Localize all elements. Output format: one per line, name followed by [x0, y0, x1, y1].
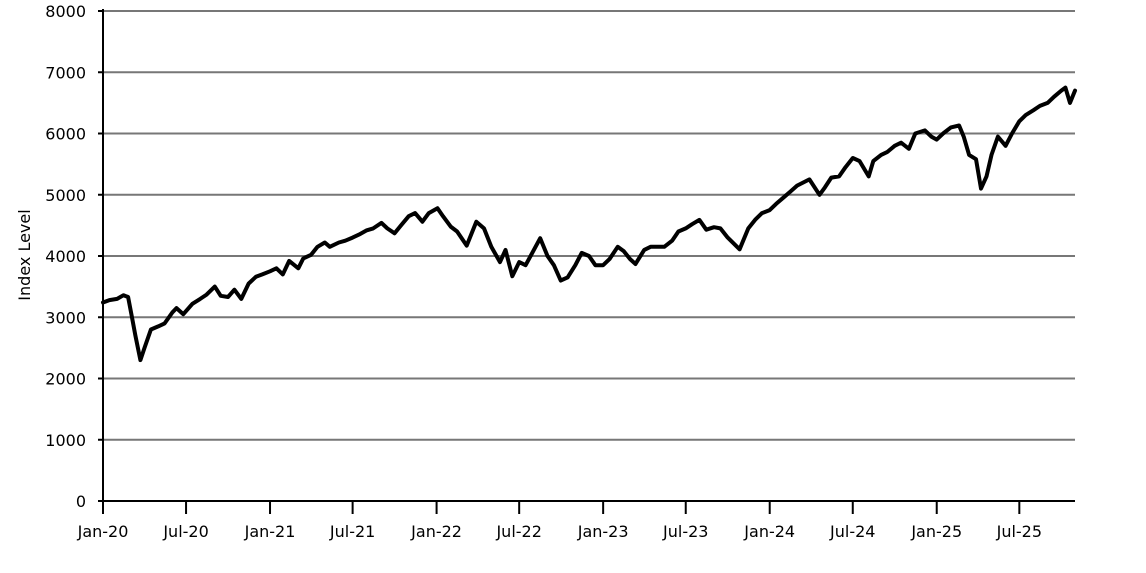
x-tick-label-Jul-23: Jul-23: [662, 522, 708, 541]
x-tick-label-Jan-24: Jan-24: [743, 522, 795, 541]
x-tick-label-Jan-25: Jan-25: [910, 522, 962, 541]
series-layer: [101, 85, 1077, 363]
x-tick-label-Jan-21: Jan-21: [244, 522, 296, 541]
y-tick-label-2000: 2000: [45, 370, 86, 389]
x-tick-label-Jul-25: Jul-25: [996, 522, 1042, 541]
y-tick-label-0: 0: [76, 492, 86, 511]
series-line-0: [101, 85, 1077, 363]
y-tick-label-5000: 5000: [45, 186, 86, 205]
x-tick-label-Jul-22: Jul-22: [495, 522, 541, 541]
x-tick-label-Jan-22: Jan-22: [410, 522, 462, 541]
axes: 0 1000 2000 3000 4000 5000 6000 7000 8000 Jan-20 J…: [45, 2, 1075, 541]
y-axis-label: Index Level: [15, 209, 34, 300]
y-tick-label-3000: 3000: [45, 308, 86, 327]
x-tick-label-Jan-23: Jan-23: [577, 522, 629, 541]
y-tick-label-7000: 7000: [45, 63, 86, 82]
y-tick-label-1000: 1000: [45, 431, 86, 450]
x-tick-label-Jul-20: Jul-20: [162, 522, 208, 541]
y-tick-label-8000: 8000: [45, 2, 86, 21]
x-tick-label-Jul-21: Jul-21: [329, 522, 375, 541]
y-tick-label-4000: 4000: [45, 247, 86, 266]
x-tick-label-Jul-24: Jul-24: [829, 522, 875, 541]
y-tick-label-6000: 6000: [45, 125, 86, 144]
gridlines: [103, 10, 1075, 441]
x-tick-label-Jan-20: Jan-20: [77, 522, 129, 541]
